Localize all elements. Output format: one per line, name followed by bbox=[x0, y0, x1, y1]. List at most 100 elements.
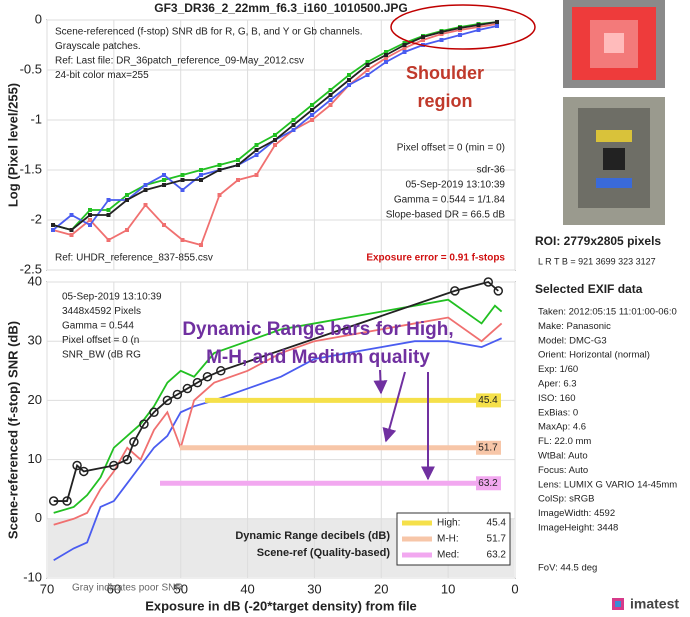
x-tick-label: 0 bbox=[511, 581, 518, 596]
exif-line: ImageWidth: 4592 bbox=[538, 508, 615, 519]
exif-line: MaxAp: 4.6 bbox=[538, 422, 586, 433]
overlay: 45.4 High: 45.4 51.7 M-H: 51.7 63.2 Med: 63.2 bbox=[160, 393, 507, 561]
exif-title: Selected EXIF data bbox=[535, 282, 643, 296]
exif-line: Lens: LUMIX G VARIO 14-45mm bbox=[538, 479, 677, 490]
point bbox=[310, 118, 314, 122]
point bbox=[88, 208, 92, 212]
dr-label-bg bbox=[476, 393, 501, 408]
legend-label: M-H: bbox=[437, 534, 459, 545]
point bbox=[254, 173, 259, 177]
point bbox=[328, 103, 333, 107]
y-tick-label: 20 bbox=[28, 392, 42, 407]
dr-label: 63.2 bbox=[478, 478, 498, 489]
x-tick-label: 50 bbox=[173, 581, 187, 596]
y-tick-label: -2 bbox=[30, 211, 42, 226]
point bbox=[106, 213, 111, 217]
point bbox=[273, 138, 277, 142]
x-tick-label: 40 bbox=[240, 581, 254, 596]
point bbox=[143, 188, 148, 192]
point bbox=[180, 173, 185, 177]
point bbox=[254, 148, 259, 152]
exif-line: Model: DMC-G3 bbox=[538, 335, 607, 346]
thumbnail-patch bbox=[604, 33, 624, 53]
exposure-error: Exposure error = 0.91 f-stops bbox=[366, 253, 505, 264]
y-tick-label: -1.5 bbox=[20, 161, 42, 176]
point bbox=[476, 23, 481, 27]
point bbox=[199, 178, 203, 182]
shoulder-label: Shoulder bbox=[406, 63, 484, 83]
point bbox=[125, 198, 129, 202]
point bbox=[199, 168, 203, 172]
exif-line: Aper: 6.3 bbox=[538, 379, 577, 390]
point bbox=[439, 38, 444, 42]
legend-title: Scene-ref (Quality-based) bbox=[257, 547, 391, 559]
dr-label-bg bbox=[476, 440, 501, 455]
point bbox=[69, 233, 74, 237]
point bbox=[162, 183, 166, 187]
point bbox=[365, 73, 370, 77]
point bbox=[217, 193, 222, 197]
point bbox=[125, 228, 129, 232]
y-tick-label: 10 bbox=[28, 451, 42, 466]
point bbox=[172, 389, 183, 400]
exif-line: Exp: 1/60 bbox=[538, 364, 578, 375]
legend-value: 51.7 bbox=[487, 534, 507, 545]
exif-line: ImageHeight: 3448 bbox=[538, 523, 618, 534]
exif-line: ExBias: 0 bbox=[538, 407, 578, 418]
x-tick-label: 70 bbox=[40, 581, 54, 596]
roi: ROI: 2779x2805 pixels bbox=[535, 234, 661, 248]
chart-title: GF3_DR36_2_22mm_f6.3_i160_1010500.JPG bbox=[154, 1, 408, 15]
dr-label-bg bbox=[476, 476, 501, 491]
point bbox=[129, 437, 139, 447]
note: 05-Sep-2019 13:10:39 bbox=[62, 292, 162, 303]
point bbox=[199, 173, 203, 177]
y-tick-label: 30 bbox=[28, 333, 42, 348]
exif-line: Focus: Auto bbox=[538, 465, 588, 476]
point bbox=[402, 43, 407, 47]
note: Gamma = 0.544 bbox=[62, 321, 134, 332]
point bbox=[291, 118, 296, 122]
point bbox=[180, 188, 185, 192]
point bbox=[216, 366, 226, 376]
point bbox=[69, 228, 74, 232]
exif-line: ColSp: sRGB bbox=[538, 494, 595, 505]
legend-label: Med: bbox=[437, 550, 459, 561]
note: sdr-36 bbox=[477, 165, 506, 176]
point bbox=[62, 496, 72, 506]
note: SNR_BW (dB RG bbox=[62, 350, 141, 361]
series-line bbox=[53, 281, 499, 502]
point bbox=[476, 28, 481, 32]
point bbox=[162, 173, 166, 177]
point bbox=[79, 466, 89, 477]
point bbox=[88, 218, 92, 222]
legend-title: Dynamic Range decibels (dB) bbox=[235, 530, 390, 542]
point bbox=[273, 143, 277, 147]
note: Scene-referenced (f-stop) SNR dB for R, … bbox=[55, 27, 363, 38]
point bbox=[254, 143, 259, 147]
point bbox=[450, 286, 460, 296]
ref-note: Ref: UHDR_reference_837-855.csv bbox=[55, 253, 213, 264]
shoulder-label: region bbox=[417, 91, 472, 111]
point bbox=[347, 73, 351, 77]
exif-line: WtBal: Auto bbox=[538, 451, 588, 462]
point bbox=[51, 223, 55, 227]
point bbox=[328, 98, 333, 102]
logo: imatest bbox=[630, 596, 679, 612]
point bbox=[217, 168, 222, 172]
point bbox=[139, 419, 149, 429]
point bbox=[495, 20, 499, 24]
point bbox=[365, 60, 370, 64]
series-line bbox=[53, 298, 503, 514]
point bbox=[384, 50, 388, 54]
thumbnail-patch bbox=[603, 148, 625, 170]
gray-note: Gray indicates poor SNR bbox=[72, 583, 183, 594]
legend-value: 45.4 bbox=[487, 518, 507, 529]
note: Ref: Last file: DR_36patch_reference_09-… bbox=[55, 56, 304, 67]
y-tick-label: 40 bbox=[28, 273, 42, 288]
point bbox=[402, 50, 407, 54]
point bbox=[236, 158, 240, 162]
note: 24-bit color max=255 bbox=[55, 70, 149, 81]
point bbox=[143, 203, 148, 207]
point bbox=[106, 208, 111, 212]
point bbox=[493, 286, 504, 296]
